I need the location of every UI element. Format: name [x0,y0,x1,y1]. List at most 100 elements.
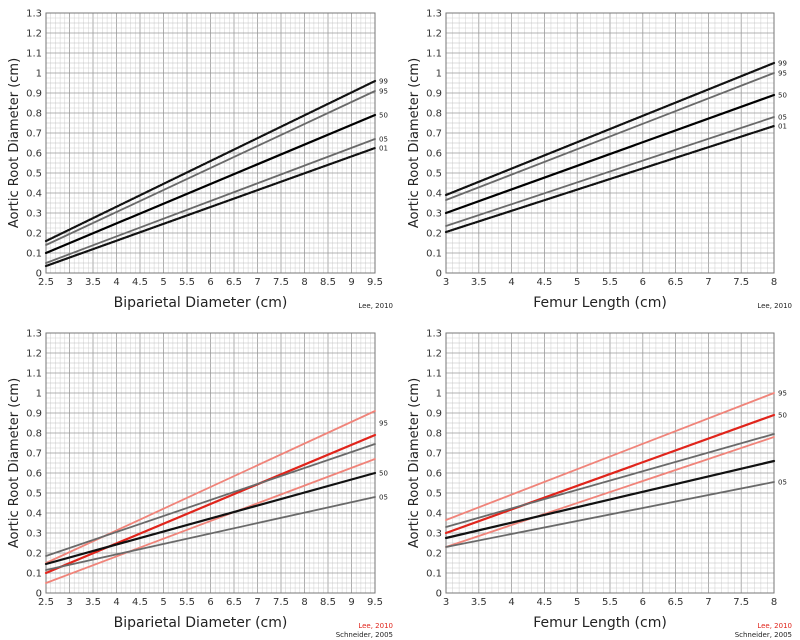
x-tick-label: 7.5 [733,597,749,608]
x-tick-label: 7 [254,277,260,288]
x-tick-label: 8.5 [320,597,336,608]
grid [445,332,775,594]
y-tick-label: 0.2 [426,229,442,240]
y-tick-label: 0.1 [426,569,442,580]
source-credit: Schneider, 2005 [336,631,393,639]
x-tick-label: 7 [705,277,711,288]
series-line-50 [44,113,377,255]
percentile-label: 05 [778,114,787,122]
x-tick-label: 6 [640,597,646,608]
y-tick-label: 0.6 [26,149,42,160]
series-line-99 [44,79,377,243]
x-tick-label: 6.5 [226,277,242,288]
y-tick-label: 0.5 [426,169,442,180]
source-credit: Lee, 2010 [757,622,792,630]
x-axis-label: Biparietal Diameter (cm) [114,295,288,311]
y-tick-label: 1.1 [426,49,442,60]
series-line-lee-2010-50th [444,413,776,535]
y-tick-label: 0.4 [426,509,442,520]
y-axis-label: Aortic Root Diameter (cm) [7,58,22,228]
y-axis-label: Aortic Root Diameter (cm) [7,378,22,548]
x-tick-label: 6.5 [668,597,684,608]
plot-frame [445,12,775,274]
y-tick-label: 0.8 [426,109,442,120]
series-line-lee-2010-50th [44,433,377,575]
x-tick-label: 5 [160,597,166,608]
y-tick-label: 1 [36,389,42,400]
series-line-lee-2010-5th [445,436,775,548]
y-tick-label: 1.2 [26,29,42,40]
x-tick-label: 6.5 [226,597,242,608]
x-tick-label: 3 [443,277,449,288]
series-line-schneider-2005-5th [45,496,376,571]
series-line-50 [444,93,776,215]
grid [45,12,376,274]
y-tick-label: 0.5 [26,169,42,180]
y-tick-label: 0.7 [426,449,442,460]
y-tick-label: 0.6 [426,469,442,480]
percentile-label: 01 [778,123,787,131]
y-tick-label: 0.9 [26,409,42,420]
y-tick-label: 0.6 [426,149,442,160]
y-tick-label: 0.7 [26,449,42,460]
series-line-05 [445,116,775,227]
y-tick-label: 0.9 [26,89,42,100]
x-tick-label: 5 [574,597,580,608]
x-tick-label: 9 [348,597,354,608]
y-tick-label: 1 [436,69,442,80]
series-line-01 [444,124,776,234]
chart-panel-1: 0 0.1 0.2 0.3 0.4 0.5 0.6 0.7 0.8 0.9 1 1.1 1.2 1.3 2.… [7,9,393,312]
y-tick-label: 0.5 [426,489,442,500]
y-tick-label: 1 [436,389,442,400]
y-tick-label: 0.3 [26,209,42,220]
y-tick-label: 0 [436,269,442,280]
percentile-label: 05 [379,136,388,144]
x-tick-label: 3 [443,597,449,608]
y-tick-label: 0.7 [426,129,442,140]
x-tick-label: 7 [705,597,711,608]
x-tick-label: 5.5 [179,277,195,288]
x-tick-label: 6 [640,277,646,288]
percentile-label: 50 [379,112,388,120]
y-tick-label: 1 [36,69,42,80]
source-credit: Lee, 2010 [358,302,393,310]
x-tick-label: 4 [113,597,119,608]
y-tick-label: 0.3 [426,529,442,540]
x-tick-label: 3.5 [471,277,487,288]
x-tick-label: 4.5 [132,597,148,608]
x-tick-label: 5.5 [602,597,618,608]
y-tick-label: 0.2 [26,549,42,560]
x-tick-label: 5 [574,277,580,288]
percentile-label: 50 [778,92,787,100]
y-tick-label: 0.9 [426,89,442,100]
x-tick-label: 8 [771,597,777,608]
plot-frame [45,332,376,594]
source-credit: Schneider, 2005 [735,631,792,639]
y-tick-label: 0.7 [26,129,42,140]
x-tick-label: 8 [301,597,307,608]
x-tick-label: 6 [207,597,213,608]
x-tick-label: 7.5 [733,277,749,288]
x-tick-label: 5 [160,277,166,288]
y-tick-label: 0.1 [26,249,42,260]
x-tick-label: 3.5 [85,277,101,288]
plot-frame [45,12,376,274]
series-line-95 [45,90,376,246]
plot-frame [445,332,775,594]
y-tick-label: 0.8 [26,429,42,440]
y-tick-label: 0.4 [426,189,442,200]
source-credit: Lee, 2010 [358,622,393,630]
y-tick-label: 0.8 [26,109,42,120]
y-tick-label: 0.2 [26,229,42,240]
y-tick-label: 1.3 [26,9,42,20]
x-tick-label: 7.5 [273,597,289,608]
x-tick-label: 8.5 [320,277,336,288]
y-tick-label: 1.2 [426,29,442,40]
series-line-schneider-2005-50th [44,471,377,566]
series-line-05 [45,138,376,264]
series-line-99 [444,61,776,197]
grid [45,332,376,594]
y-tick-label: 1.3 [426,329,442,340]
x-tick-label: 2.5 [38,597,54,608]
